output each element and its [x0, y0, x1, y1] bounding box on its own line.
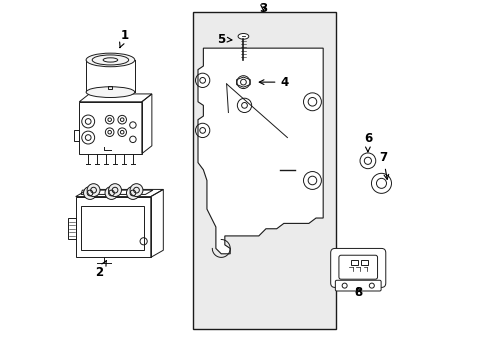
Ellipse shape [86, 53, 135, 67]
Text: 3: 3 [259, 2, 267, 15]
FancyBboxPatch shape [335, 280, 380, 291]
Text: 2: 2 [95, 261, 106, 279]
Text: 7: 7 [378, 151, 388, 179]
Polygon shape [236, 77, 250, 87]
Ellipse shape [238, 33, 248, 39]
Circle shape [83, 186, 96, 199]
Bar [107, 86, 112, 89]
Text: 1: 1 [120, 29, 128, 48]
Circle shape [359, 153, 375, 169]
Text: 8: 8 [353, 285, 362, 298]
Ellipse shape [86, 87, 135, 98]
FancyBboxPatch shape [192, 12, 335, 329]
Circle shape [130, 184, 142, 197]
Circle shape [126, 186, 139, 199]
Circle shape [105, 186, 118, 199]
Text: 5: 5 [217, 33, 231, 46]
Circle shape [87, 184, 100, 197]
Polygon shape [198, 48, 323, 254]
Text: 6: 6 [363, 132, 371, 152]
Circle shape [371, 173, 391, 193]
FancyBboxPatch shape [330, 248, 385, 287]
Circle shape [108, 184, 121, 197]
Text: 4: 4 [259, 76, 288, 89]
